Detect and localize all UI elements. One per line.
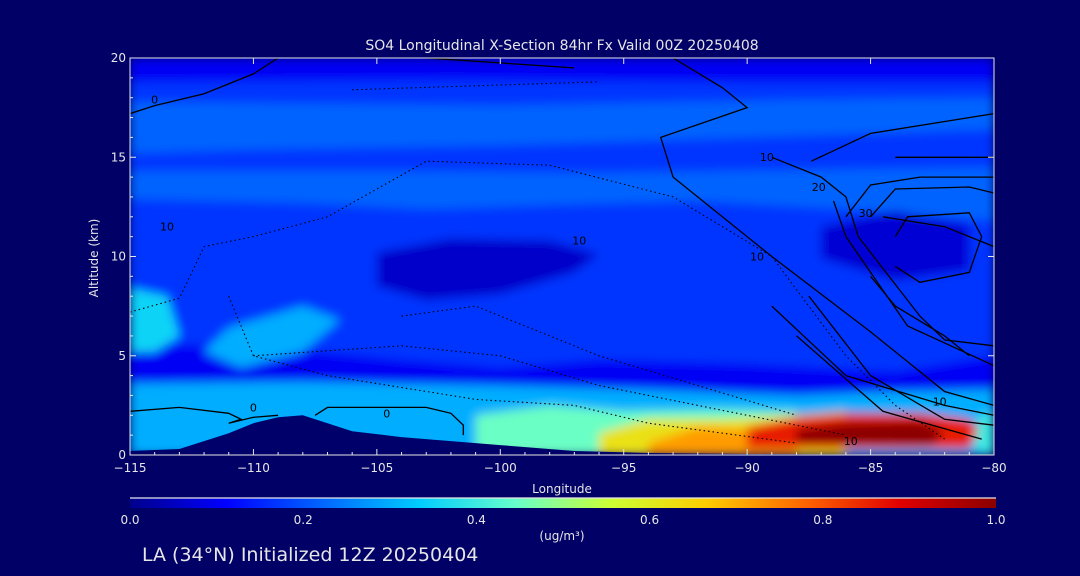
y-axis-label: Altitude (km) xyxy=(87,219,101,298)
x-tick-label-4: −95 xyxy=(611,461,636,475)
field-region-5 xyxy=(821,210,970,281)
contour-line-9 xyxy=(882,216,994,248)
contour-line-3 xyxy=(811,112,994,162)
contour-label-6: 30 xyxy=(859,207,873,220)
x-tick-label-6: −85 xyxy=(858,461,883,475)
contour-label-9: 10 xyxy=(933,395,947,408)
contour-line-16 xyxy=(314,406,464,436)
contour-line-0 xyxy=(130,58,279,115)
contour-line-13 xyxy=(796,335,982,440)
field-region-2 xyxy=(130,97,994,154)
y-axis: 0 5 10 15 20 xyxy=(111,51,994,462)
contour-label-1: 10 xyxy=(160,221,174,234)
contour-label-5: 20 xyxy=(812,181,826,194)
field-region-4 xyxy=(376,238,599,301)
contour-label-10: 10 xyxy=(844,435,858,448)
y-tick-label-4: 20 xyxy=(111,51,126,65)
contour-line-20 xyxy=(401,305,797,416)
contour-line-19 xyxy=(253,345,847,436)
field-region-1 xyxy=(130,79,994,372)
colorbar-tick-label-3: 0.6 xyxy=(640,513,659,527)
x-tick-label-7: −80 xyxy=(981,461,1006,475)
colorbar-scale xyxy=(130,498,996,508)
terrain xyxy=(130,415,994,455)
y-tick-label-0: 0 xyxy=(118,448,126,462)
field-region-14 xyxy=(974,411,994,455)
field-region-13 xyxy=(796,421,945,446)
contour-line-21 xyxy=(352,81,600,91)
x-axis-label: Longitude xyxy=(532,482,592,496)
colorbar-tick-label-2: 0.4 xyxy=(467,513,486,527)
contour-line-12 xyxy=(808,295,994,426)
contour-line-6 xyxy=(845,176,994,218)
contour-line-17 xyxy=(130,160,945,440)
contour-label-0: 0 xyxy=(151,94,158,107)
contour-label-8: 0 xyxy=(383,407,390,420)
contour-line-2 xyxy=(659,58,994,407)
contour-line-11 xyxy=(894,212,983,283)
contour-label-7: 0 xyxy=(250,401,257,414)
x-tick-label-0: −115 xyxy=(114,461,147,475)
contour-line-4 xyxy=(771,156,994,347)
contour-label-4: 10 xyxy=(760,151,774,164)
contour-line-14 xyxy=(771,305,994,416)
contour-line-7 xyxy=(832,200,994,367)
colorbar: 0.0 0.2 0.4 0.6 0.8 1.0 (ug/m³) xyxy=(120,497,1006,543)
x-tick-label-5: −90 xyxy=(734,461,759,475)
contour-line-15 xyxy=(130,406,279,424)
footer-caption: LA (34°N) Initialized 12Z 20250404 xyxy=(142,544,478,566)
x-tick-label-3: −100 xyxy=(484,461,517,475)
field-region-6 xyxy=(130,288,180,352)
contour-label-2: 10 xyxy=(572,235,586,248)
field-region-3 xyxy=(130,167,994,221)
colorbar-tick-label-1: 0.2 xyxy=(294,513,313,527)
contour-line-8 xyxy=(870,186,994,218)
field-region-7 xyxy=(204,306,340,368)
y-tick-label-1: 5 xyxy=(118,349,126,363)
y-tick-label-2: 10 xyxy=(111,250,126,264)
contour-labels: 0 10 10 10 10 20 30 0 0 10 10 xyxy=(151,94,947,448)
x-axis: −115 −110 −105 −100 −95 −90 −85 −80 xyxy=(114,58,1007,475)
colorbar-tick-label-5: 1.0 xyxy=(986,513,1005,527)
chart-title: SO4 Longitudinal X-Section 84hr Fx Valid… xyxy=(365,38,758,54)
y-tick-label-3: 15 xyxy=(111,150,126,164)
plot-area: 0 10 10 10 10 20 30 0 0 10 10 xyxy=(130,58,994,455)
x-tick-label-2: −105 xyxy=(360,461,393,475)
colorbar-tick-label-4: 0.8 xyxy=(813,513,832,527)
terrain-mask xyxy=(130,415,994,455)
x-tick-label-1: −110 xyxy=(237,461,270,475)
contour-label-3: 10 xyxy=(750,250,764,263)
colorbar-tick-label-0: 0.0 xyxy=(120,513,139,527)
contour-line-10 xyxy=(870,275,970,357)
colorbar-unit-label: (ug/m³) xyxy=(539,529,584,543)
